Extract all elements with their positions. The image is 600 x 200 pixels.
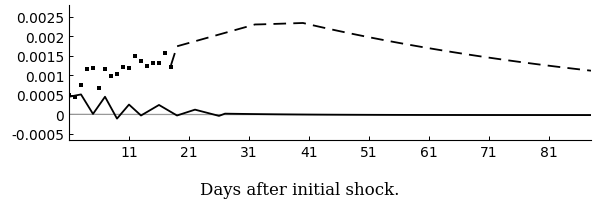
Text: Days after initial shock.: Days after initial shock. — [200, 181, 400, 198]
